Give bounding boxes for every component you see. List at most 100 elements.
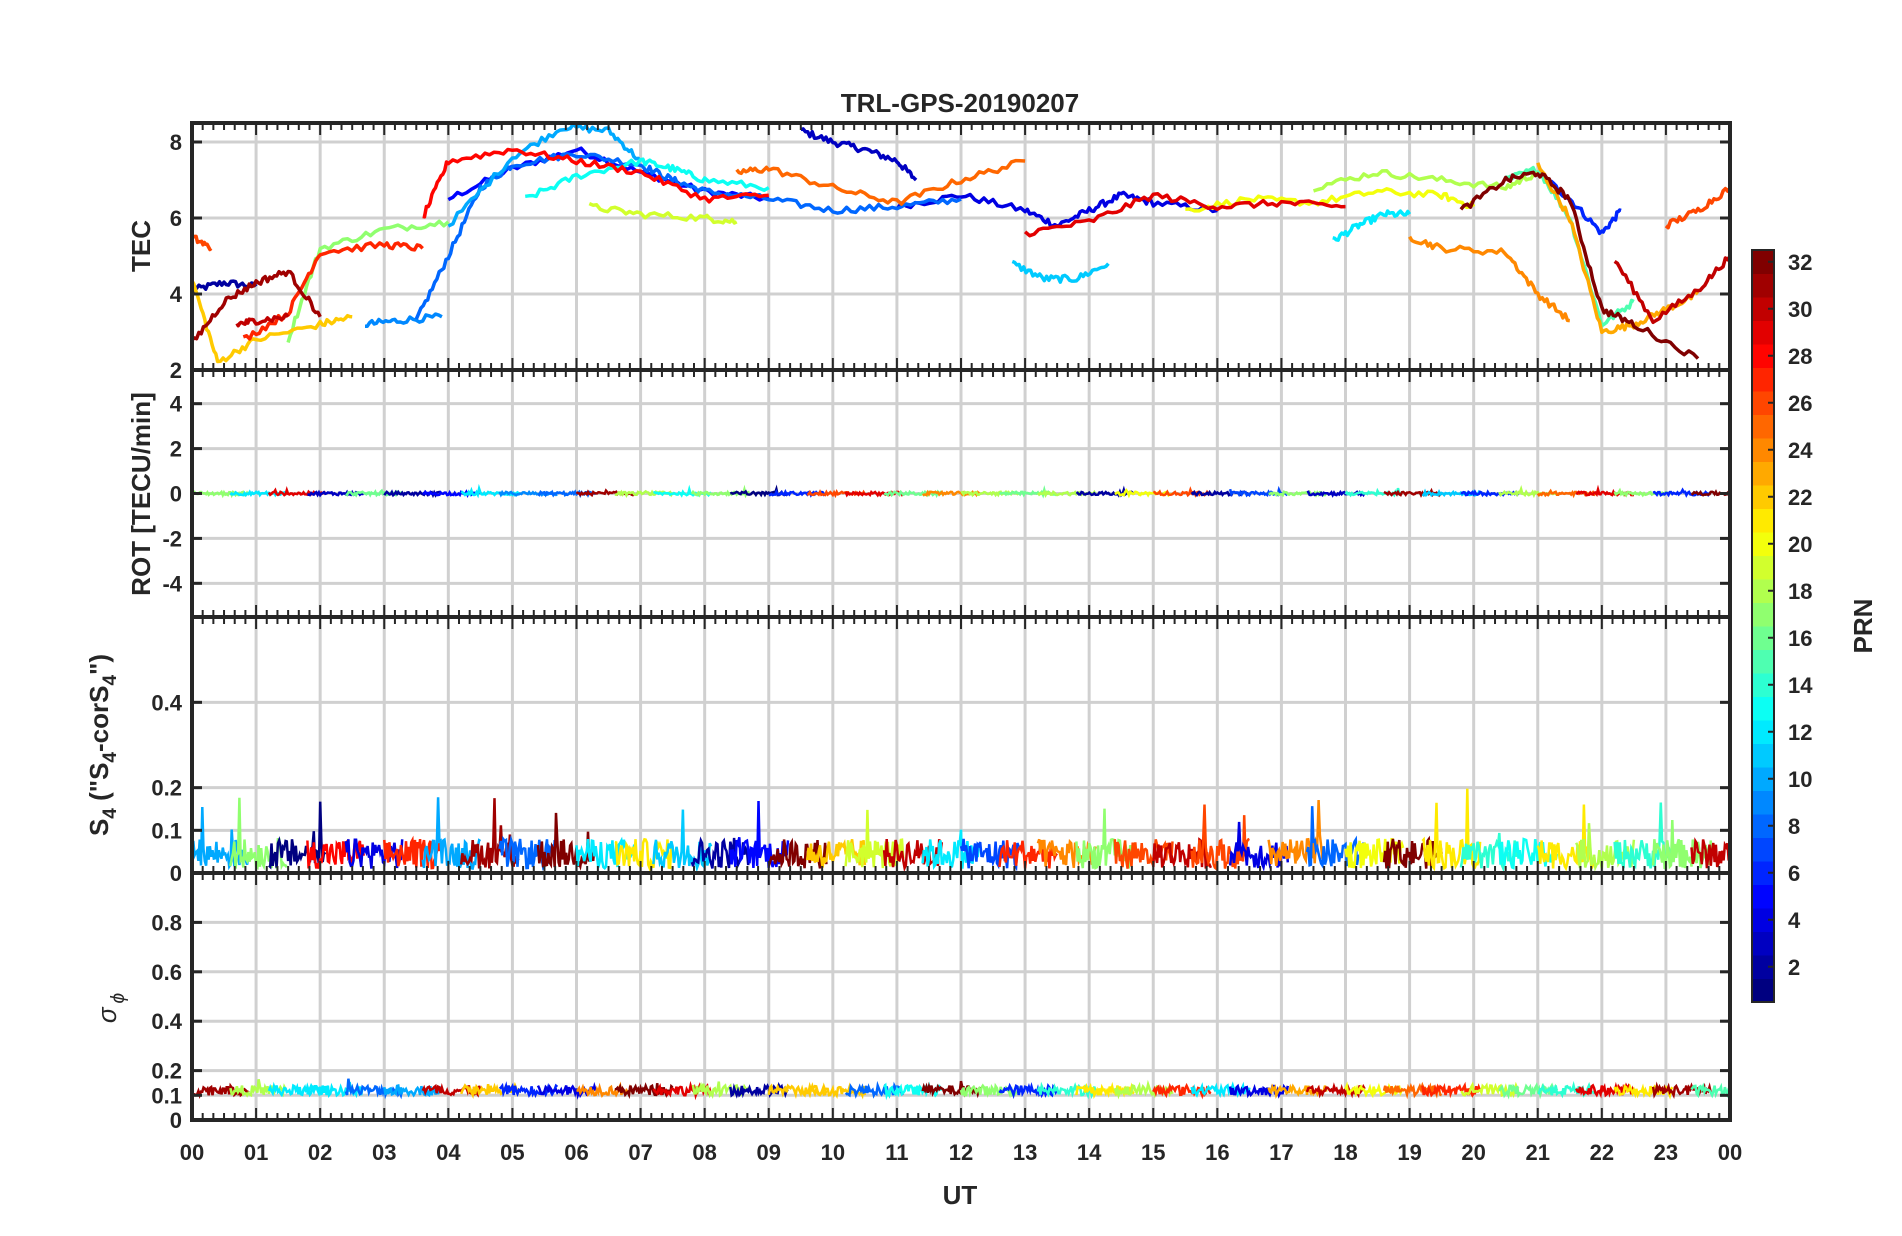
colorbar-step — [1752, 908, 1774, 932]
tec-series-prn-3 — [800, 127, 918, 182]
tec-series-prn-2 — [190, 279, 258, 293]
colorbar-step — [1752, 485, 1774, 509]
s4-trace — [536, 812, 597, 871]
y-tick-label: -4 — [162, 571, 182, 596]
colorbar-tick-label: 8 — [1788, 814, 1800, 839]
x-tick-label: 21 — [1526, 1140, 1550, 1165]
tec-series-prn-30 — [235, 312, 290, 328]
tec-series-prn-27 — [242, 241, 424, 341]
x-tick-label: 02 — [308, 1140, 332, 1165]
colorbar-step — [1752, 649, 1774, 674]
y-tick-label: 0.1 — [151, 1083, 182, 1108]
colorbar-tick-label: 20 — [1788, 532, 1812, 557]
rot-trace — [1421, 488, 1482, 498]
colorbar-step — [1752, 743, 1774, 768]
colorbar-tick-label: 22 — [1788, 485, 1812, 510]
colorbar-tick-label: 14 — [1788, 673, 1813, 698]
x-tick-label: 07 — [628, 1140, 652, 1165]
tec-series-prn-10 — [447, 122, 642, 228]
tec-panel: 2 4 6 8 TEC — [126, 121, 1732, 383]
y-tick-label: 4 — [170, 392, 183, 417]
sigma-phi-trace — [691, 1081, 751, 1100]
tec-series-prn-20 — [1185, 187, 1476, 213]
colorbar-step — [1752, 297, 1774, 321]
colorbar-step — [1752, 814, 1774, 838]
tec-series-prn-9 — [365, 312, 443, 328]
y-tick-label: 0.2 — [151, 776, 182, 801]
s4-trace — [614, 837, 674, 873]
tec-series-prn-6 — [1536, 170, 1622, 236]
tec-series-prn-25 — [735, 158, 1026, 206]
x-tick-label: 00 — [180, 1140, 204, 1165]
tec-series-prn-13 — [524, 157, 770, 199]
s4-trace — [882, 839, 944, 873]
colorbar-tick-label: 24 — [1788, 438, 1813, 463]
rot-trace — [614, 489, 674, 498]
tec-series-prn-31 — [190, 269, 322, 342]
colorbar-tick-label: 16 — [1788, 626, 1812, 651]
colorbar-step — [1752, 602, 1774, 627]
colorbar-tick-label: 6 — [1788, 861, 1800, 886]
tec-series-prn-19 — [588, 201, 738, 225]
s4-trace — [1690, 837, 1732, 869]
colorbar-tick-label: 2 — [1788, 955, 1800, 980]
s4-trace — [1228, 821, 1290, 872]
colorbar-tick-label: 10 — [1788, 767, 1812, 792]
chart-title: TRL-GPS-20190207 — [841, 88, 1079, 118]
x-tick-label: 05 — [500, 1140, 524, 1165]
y-tick-label: 0.2 — [151, 1059, 182, 1084]
y-tick-label: 2 — [170, 358, 182, 383]
tec-series-prn-30 — [1613, 255, 1732, 325]
x-tick-label: 12 — [949, 1140, 973, 1165]
x-tick-label: 18 — [1333, 1140, 1357, 1165]
colorbar-step — [1752, 438, 1774, 462]
y-tick-label: 0 — [170, 482, 182, 507]
rot-trace — [883, 489, 943, 499]
colorbar-step — [1752, 673, 1774, 697]
s4-panel: 0 0.1 0.2 0.4 S4 ("S4-corS4") — [84, 615, 1732, 886]
tec-series-prn-28 — [422, 147, 769, 219]
colorbar-step — [1752, 720, 1774, 744]
colorbar-step — [1752, 461, 1774, 486]
x-tick-label: 19 — [1397, 1140, 1421, 1165]
tec-series-prn-26 — [1664, 186, 1732, 230]
x-tick-label: 11 — [885, 1140, 908, 1165]
tec-series-prn-12 — [1332, 209, 1412, 242]
x-tick-label: 10 — [821, 1140, 845, 1165]
colorbar-step — [1752, 955, 1774, 979]
x-tick-label: 06 — [564, 1140, 588, 1165]
colorbar-step — [1752, 532, 1774, 556]
colorbar-step — [1752, 767, 1774, 791]
y-tick-label: 6 — [170, 206, 182, 231]
s4-trace — [805, 838, 867, 868]
x-tick-label: 13 — [1013, 1140, 1037, 1165]
sigma-phi-ylabel: σϕ — [92, 993, 129, 1023]
x-tick-label: 00 — [1718, 1140, 1742, 1165]
y-tick-label: 0 — [170, 1108, 182, 1133]
sigma-phi-trace — [998, 1081, 1059, 1100]
colorbar-tick-label: 28 — [1788, 344, 1812, 369]
rot-ylabel: ROT [TECU/min] — [126, 392, 156, 596]
colorbar-tick-label: 12 — [1788, 720, 1812, 745]
tec-ylabel: TEC — [126, 220, 156, 272]
sigma-phi-trace — [959, 1082, 1020, 1099]
sigma-phi-trace — [1267, 1083, 1328, 1099]
x-tick-label: 20 — [1461, 1140, 1485, 1165]
y-tick-label: 0.8 — [151, 910, 182, 935]
colorbar-step — [1752, 861, 1774, 885]
colorbar-tick-label: 32 — [1788, 250, 1812, 275]
s4-trace — [383, 835, 442, 870]
y-tick-label: 4 — [170, 282, 183, 307]
s4-trace — [498, 834, 559, 871]
x-tick-label: 08 — [692, 1140, 716, 1165]
s4-trace — [1613, 802, 1674, 870]
s4-trace — [1113, 839, 1174, 869]
colorbar-step — [1752, 837, 1774, 862]
colorbar-step — [1752, 273, 1774, 298]
x-tick-label: 14 — [1077, 1140, 1102, 1165]
s4-trace — [1459, 832, 1520, 873]
colorbar-step — [1752, 367, 1774, 392]
colorbar-step — [1752, 250, 1774, 274]
colorbar-step — [1752, 790, 1774, 815]
